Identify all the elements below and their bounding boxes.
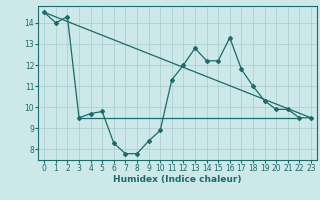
- X-axis label: Humidex (Indice chaleur): Humidex (Indice chaleur): [113, 175, 242, 184]
